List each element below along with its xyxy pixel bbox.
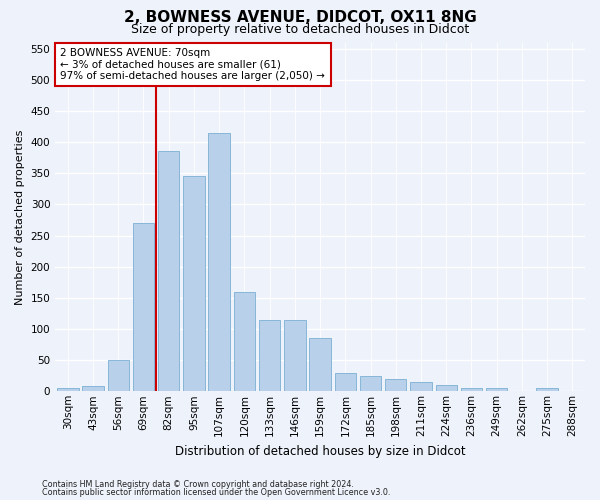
Bar bbox=[410, 382, 432, 392]
Text: 2 BOWNESS AVENUE: 70sqm
← 3% of detached houses are smaller (61)
97% of semi-det: 2 BOWNESS AVENUE: 70sqm ← 3% of detached… bbox=[61, 48, 325, 81]
Text: Size of property relative to detached houses in Didcot: Size of property relative to detached ho… bbox=[131, 22, 469, 36]
Bar bbox=[536, 388, 558, 392]
Bar bbox=[183, 176, 205, 392]
Bar bbox=[259, 320, 280, 392]
Bar bbox=[133, 223, 154, 392]
Bar bbox=[310, 338, 331, 392]
Text: Contains HM Land Registry data © Crown copyright and database right 2024.: Contains HM Land Registry data © Crown c… bbox=[42, 480, 354, 489]
Bar bbox=[233, 292, 255, 392]
Bar bbox=[335, 372, 356, 392]
Bar bbox=[57, 388, 79, 392]
Bar bbox=[436, 385, 457, 392]
Bar bbox=[385, 379, 406, 392]
Text: Contains public sector information licensed under the Open Government Licence v3: Contains public sector information licen… bbox=[42, 488, 391, 497]
X-axis label: Distribution of detached houses by size in Didcot: Distribution of detached houses by size … bbox=[175, 444, 466, 458]
Bar bbox=[360, 376, 381, 392]
Bar bbox=[486, 388, 508, 392]
Bar bbox=[461, 388, 482, 392]
Bar bbox=[208, 133, 230, 392]
Bar bbox=[107, 360, 129, 392]
Y-axis label: Number of detached properties: Number of detached properties bbox=[15, 129, 25, 304]
Text: 2, BOWNESS AVENUE, DIDCOT, OX11 8NG: 2, BOWNESS AVENUE, DIDCOT, OX11 8NG bbox=[124, 10, 476, 25]
Bar bbox=[82, 386, 104, 392]
Bar bbox=[158, 152, 179, 392]
Bar bbox=[284, 320, 305, 392]
